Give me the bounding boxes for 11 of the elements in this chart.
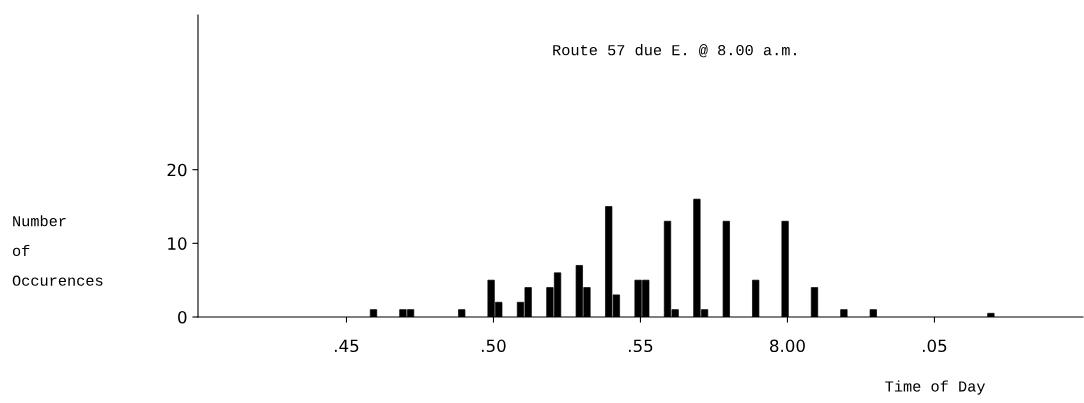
text: Number of Occurences <box>12 215 103 286</box>
text: Route 57 due E. @ 8.00 a.m. <box>553 44 796 58</box>
y-tick-label: 0 <box>178 310 187 324</box>
y-tick-label: 10 <box>168 237 187 250</box>
x-axis-title: Time of Day <box>885 380 986 395</box>
x-tick-label: .45 <box>334 339 359 353</box>
y-tick-label: 20 <box>167 163 187 177</box>
x-tick-label: 8.00 <box>770 339 805 353</box>
x-tick-label: .50 <box>481 339 506 353</box>
x-tick-label: .55 <box>628 339 653 353</box>
x-tick-label: .05 <box>922 339 947 353</box>
